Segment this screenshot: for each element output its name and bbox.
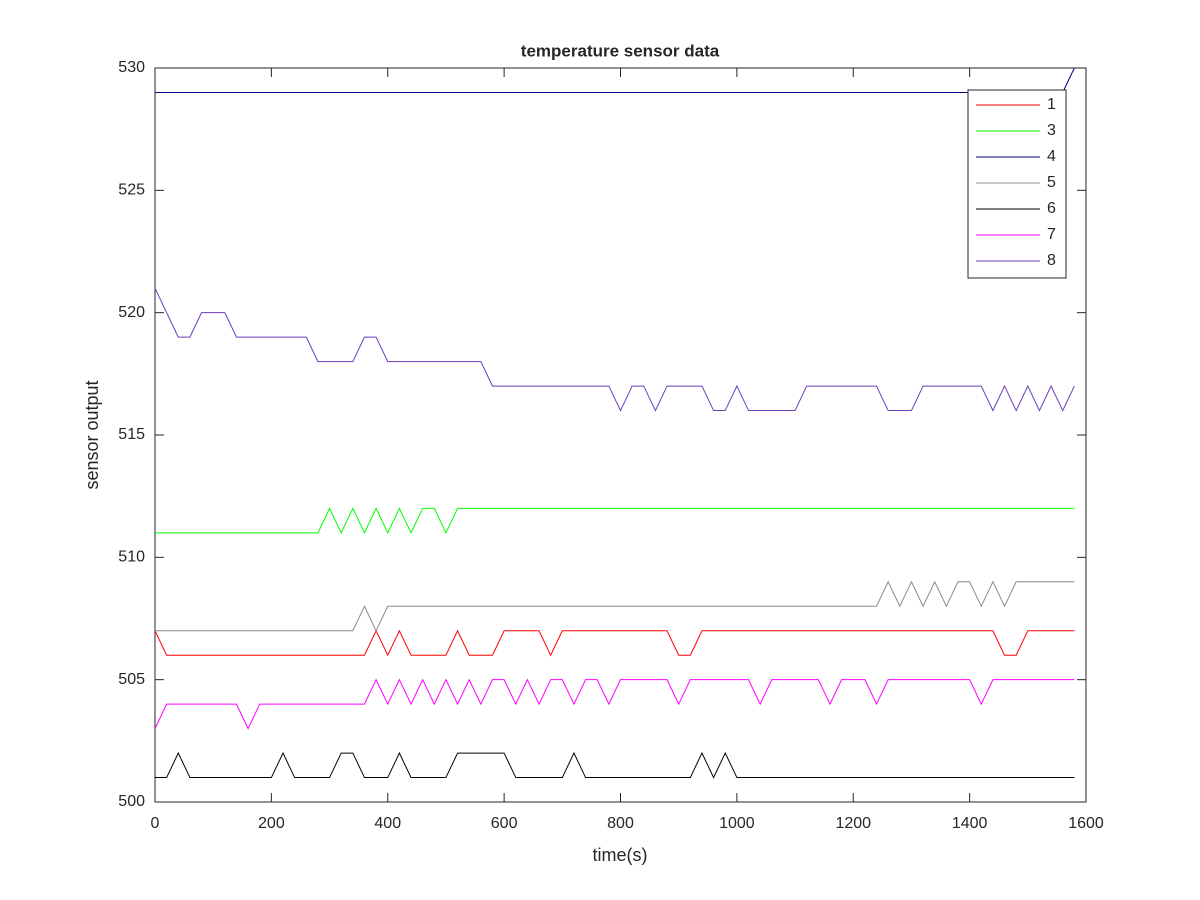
series-line (155, 67, 1075, 93)
y-tick-label: 505 (118, 671, 145, 688)
chart-title: temperature sensor data (521, 41, 720, 60)
legend-label: 1 (1047, 96, 1056, 113)
x-tick-label: 1200 (835, 815, 871, 832)
y-tick-label: 530 (118, 59, 145, 76)
x-tick-label: 800 (607, 815, 634, 832)
series-line (154, 287, 1075, 412)
legend-label: 7 (1047, 226, 1056, 243)
y-tick-label: 525 (118, 182, 145, 199)
y-tick-label: 515 (118, 426, 145, 443)
legend: 1 3 4 5 6 7 8 (967, 89, 1067, 279)
y-axis-label: sensor output (82, 380, 102, 489)
legend-label: 8 (1047, 252, 1056, 269)
series-line (155, 751, 1075, 779)
x-tick-label: 1600 (1068, 815, 1104, 832)
legend-label: 4 (1047, 148, 1056, 165)
series-line (155, 580, 1075, 632)
plot-area (154, 67, 1087, 803)
legend-label: 6 (1047, 200, 1056, 217)
legend-box (967, 89, 1067, 279)
y-tick-label: 510 (118, 549, 145, 566)
x-tick-label: 1000 (719, 815, 755, 832)
series-line (154, 678, 1075, 730)
x-tick-label: 1400 (952, 815, 988, 832)
y-tick-label: 520 (118, 304, 145, 321)
legend-label: 5 (1047, 174, 1056, 191)
x-axis-label: time(s) (593, 845, 648, 865)
x-tick-label: 600 (491, 815, 518, 832)
x-tick-label: 400 (374, 815, 401, 832)
x-tick-label: 0 (151, 815, 160, 832)
legend-label: 3 (1047, 122, 1056, 139)
y-tick-label: 500 (118, 793, 145, 810)
series-line (155, 507, 1075, 535)
series-line (154, 629, 1075, 657)
x-tick-label: 200 (258, 815, 285, 832)
